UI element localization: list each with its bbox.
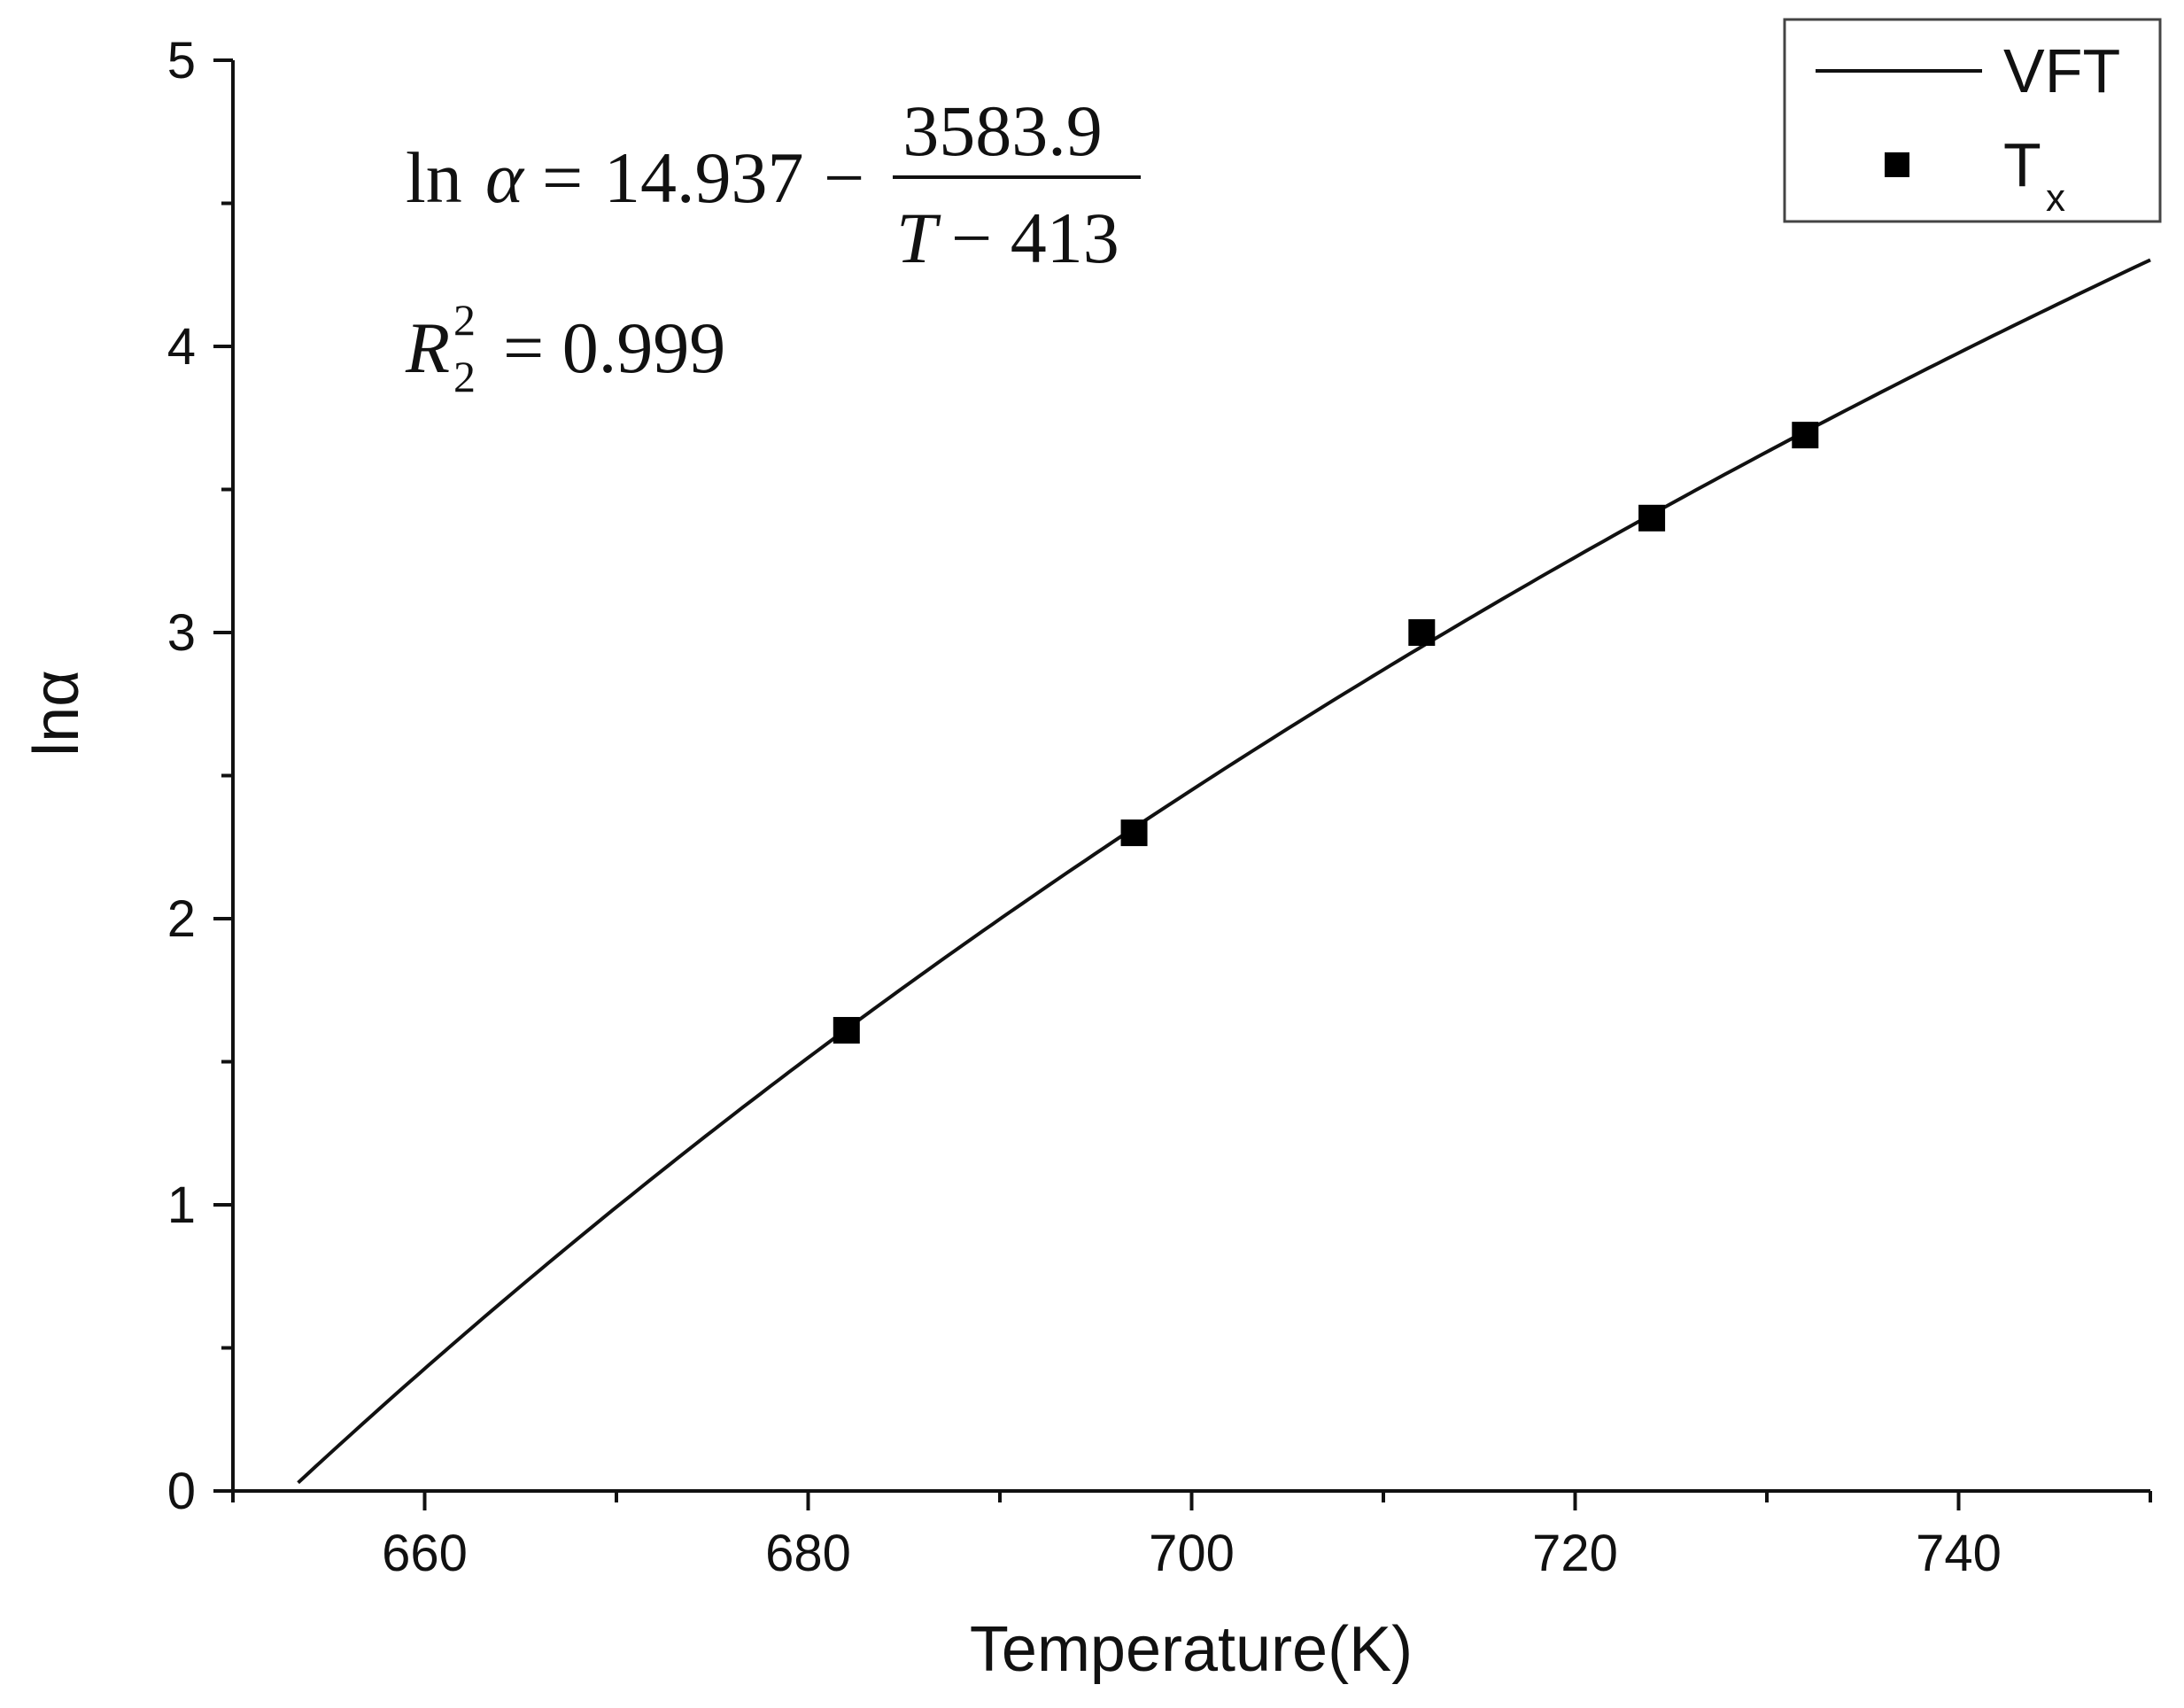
legend: VFT T x [1783, 18, 2162, 223]
series-line-vft [297, 258, 2151, 1485]
x-ticks: 660 680 700 720 740 [231, 1491, 2152, 1582]
y-tick-label: 3 [167, 604, 196, 662]
x-tick-label: 660 [382, 1525, 468, 1582]
legend-label-tx: T [2003, 130, 2041, 199]
data-point-tx [1792, 422, 1819, 449]
data-point-tx [1120, 819, 1148, 847]
eq-equals: = [542, 137, 583, 218]
legend-label-vft: VFT [2003, 36, 2120, 105]
r-superscript: 2 [453, 295, 476, 345]
eq-lhs: ln [406, 137, 462, 218]
y-tick-label: 4 [167, 318, 196, 376]
x-tick-label: 720 [1532, 1525, 1618, 1582]
r-subscript: 2 [453, 352, 476, 401]
eq-denominator-rest: − 413 [951, 198, 1119, 278]
y-tick-label: 1 [167, 1176, 196, 1234]
data-point-tx [1638, 504, 1666, 532]
eq-constant: 14.937 [604, 137, 804, 218]
eq-minus: − [824, 137, 864, 218]
legend-marker-tx [1885, 152, 1909, 177]
eq-numerator: 3583.9 [902, 90, 1103, 171]
x-tick-label: 700 [1149, 1525, 1235, 1582]
r-value: = 0.999 [503, 307, 725, 388]
r-symbol: R [405, 307, 450, 388]
equation-annotation: ln α = 14.937 − 3583.9 T − 413 R 2 2 = 0… [405, 90, 1141, 401]
y-axis-title: lnα [21, 670, 92, 757]
legend-label-tx-subscript: x [2046, 176, 2065, 220]
x-axis-title: Temperature(K) [970, 1614, 1413, 1685]
y-ticks: 0 1 2 3 4 5 [167, 32, 233, 1520]
eq-alpha: α [485, 137, 525, 218]
legend-box [1783, 18, 2162, 223]
x-tick-label: 740 [1916, 1525, 2002, 1582]
y-tick-label: 2 [167, 890, 196, 948]
y-tick-label: 0 [167, 1463, 196, 1520]
series-markers-tx [833, 422, 1819, 1044]
y-tick-label: 5 [167, 32, 196, 89]
eq-denominator-t: T [896, 198, 941, 278]
x-tick-label: 680 [765, 1525, 851, 1582]
data-point-tx [833, 1016, 860, 1044]
data-point-tx [1408, 619, 1436, 646]
